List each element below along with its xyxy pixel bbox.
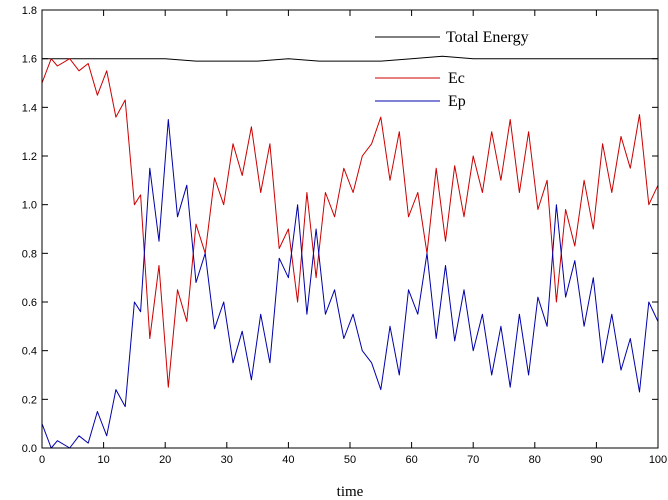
y-tick-label: 0.6 (22, 297, 37, 309)
y-tick-label: 1.8 (22, 5, 37, 17)
x-tick-label: 10 (97, 454, 109, 466)
x-tick-label: 60 (405, 454, 417, 466)
legend: Total Energy Ec Ep (375, 29, 529, 110)
plot-lines (41, 55, 659, 449)
plot-frame (41, 9, 659, 449)
x-tick-label: 20 (159, 454, 171, 466)
x-axis-ticks: 0 10 20 30 40 50 60 70 80 90 100 (39, 10, 667, 466)
y-tick-label: 0.4 (22, 346, 37, 358)
series-line-total-energy (42, 55, 658, 62)
series-line-ec (41, 58, 659, 388)
x-tick-label: 30 (221, 454, 233, 466)
y-tick-label: 1.4 (22, 102, 37, 114)
x-tick-label: 40 (282, 454, 294, 466)
legend-label-1: Ec (448, 70, 465, 87)
legend-label-0: Total Energy (446, 29, 529, 46)
x-tick-label: 80 (529, 454, 541, 466)
y-tick-label: 0.0 (22, 443, 37, 455)
x-tick-label: 90 (590, 454, 602, 466)
x-tick-label: 50 (344, 454, 356, 466)
series-line-ep (41, 119, 659, 449)
x-tick-label: 0 (39, 454, 45, 466)
x-tick-label: 100 (649, 454, 667, 466)
y-tick-label: 0.8 (22, 248, 37, 260)
legend-label-2: Ep (448, 93, 466, 110)
y-tick-label: 0.2 (22, 394, 37, 406)
x-axis-title: time (337, 484, 364, 500)
y-axis-ticks: 0.0 0.2 0.4 0.6 0.8 1.0 1.2 1.4 1.6 1.8 (22, 5, 658, 455)
y-tick-label: 1.0 (22, 200, 37, 212)
x-tick-label: 70 (467, 454, 479, 466)
y-tick-label: 1.2 (22, 151, 37, 163)
y-tick-label: 1.6 (22, 54, 37, 66)
